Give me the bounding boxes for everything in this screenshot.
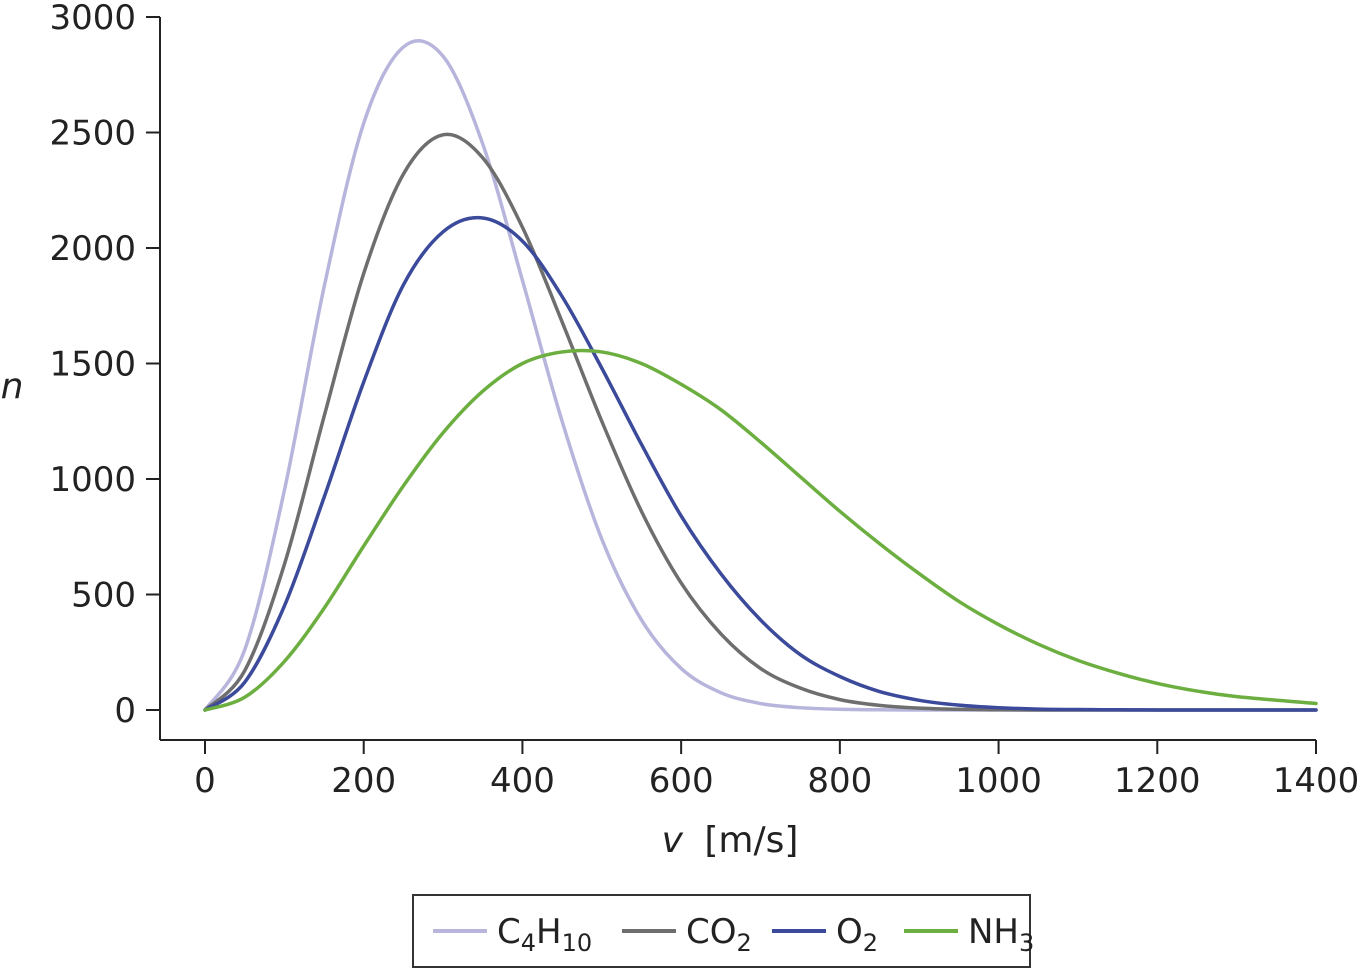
legend: C4H10 CO2 O2 NH3 — [412, 894, 1034, 968]
x-tick-label: 1000 — [955, 761, 1042, 801]
x-tick-label: 800 — [807, 761, 872, 801]
y-tick-label: 500 — [71, 576, 136, 616]
series-lines — [203, 39, 1318, 712]
x-tick-label: 600 — [649, 761, 714, 801]
legend-label-1: CO2 — [686, 912, 752, 957]
y-tick-label: 3000 — [49, 0, 136, 38]
series-line-0 — [203, 39, 1318, 712]
legend-label-0: C4H10 — [497, 912, 592, 957]
x-axis-label: v [m/s] — [662, 820, 799, 861]
y-tick-label: 2500 — [49, 114, 136, 154]
x-tick-label: 200 — [331, 761, 396, 801]
y-tick-label: 0 — [114, 691, 136, 731]
y-tick-label: 2000 — [49, 229, 136, 269]
series-line-1 — [203, 132, 1318, 712]
y-axis-label: n — [1, 366, 24, 407]
series-line-2 — [203, 215, 1318, 712]
x-tick-label: 0 — [194, 761, 216, 801]
x-tick-label: 1400 — [1273, 761, 1360, 801]
legend-label-2: O2 — [836, 912, 878, 957]
legend-label-3: NH3 — [968, 912, 1034, 957]
axes: 0 500 1000 1500 2000 2500 3000 0 200 400 600 800 100… — [49, 0, 1359, 801]
series-line-3 — [203, 348, 1318, 712]
x-tick-label: 400 — [490, 761, 555, 801]
x-axis-variable: v — [662, 820, 684, 861]
y-tick-label: 1000 — [49, 460, 136, 500]
x-axis-unit: [m/s] — [704, 820, 798, 861]
y-tick-label: 1500 — [49, 345, 136, 385]
x-tick-label: 1200 — [1114, 761, 1201, 801]
